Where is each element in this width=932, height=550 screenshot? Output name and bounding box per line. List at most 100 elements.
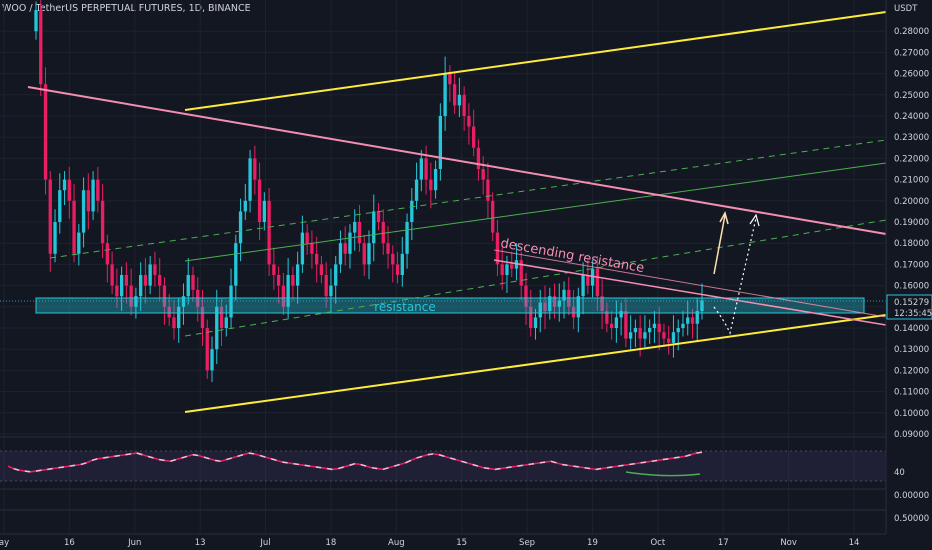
long-descending-line[interactable]: [27, 86, 887, 235]
price-axis[interactable]: USDT 0.28000 0.27000 0.26000 0.25000 0.24000…: [885, 0, 932, 550]
price-tick-label: 0.17000: [894, 260, 929, 270]
candle-body: [343, 243, 347, 254]
rsi-segment: [259, 454, 266, 458]
rsi-segment: [192, 453, 199, 457]
candle-body: [590, 268, 595, 286]
rsi-segment: [505, 466, 512, 469]
candle-body: [609, 323, 614, 328]
candle-body: [681, 323, 685, 328]
rsi-segment: [382, 466, 389, 471]
time-axis[interactable]: ay 16 Jun 13 Jul 18 Aug 15 Sep 19 Oct 17 Nov 14: [0, 538, 859, 548]
price-tick-label: 0.24000: [894, 112, 929, 122]
candle-body: [234, 243, 238, 286]
candle-body: [138, 275, 143, 297]
rsi-segment: [545, 460, 552, 463]
candle-body: [362, 243, 366, 265]
candle-body: [348, 232, 352, 254]
rsi-indicator-pane[interactable]: [0, 436, 886, 482]
candle-body: [177, 306, 181, 328]
candle-body: [281, 285, 286, 307]
descending-resistance-line[interactable]: [493, 259, 887, 326]
channel-upper-line[interactable]: [184, 11, 887, 111]
rsi-segment: [466, 462, 473, 466]
time-tick-label: Jun: [127, 538, 141, 548]
candle-body: [595, 268, 600, 297]
descending-resistance-line-2[interactable]: [493, 249, 887, 318]
rsi-segment: [209, 458, 216, 462]
candle-body: [257, 179, 262, 222]
candle-body: [162, 285, 167, 307]
rsi-segment: [673, 456, 680, 459]
last-price-tag: [886, 294, 932, 320]
rsi-segment: [584, 466, 591, 470]
rsi-segment: [175, 457, 182, 461]
rsi-segment: [231, 455, 238, 459]
rsi-segment: [679, 455, 686, 458]
price-tick-label: 0.20000: [894, 197, 929, 207]
rsi-segment: [186, 453, 193, 458]
rsi-segment: [444, 455, 451, 459]
candle-body: [648, 328, 652, 333]
candle-body: [67, 179, 71, 201]
rsi-segment: [500, 466, 507, 470]
price-tick-label: 0.23000: [894, 133, 929, 143]
candle-body: [576, 296, 580, 318]
projection-arrow-dotted[interactable]: [713, 213, 760, 335]
rsi-segment: [86, 459, 93, 464]
candle-body: [586, 275, 590, 286]
rsi-segment: [489, 467, 496, 471]
rsi-segment: [696, 451, 703, 454]
rsi-segment: [539, 461, 546, 464]
candle-body: [81, 190, 86, 233]
candle-body: [262, 200, 267, 222]
up-arrow-solid[interactable]: [713, 211, 729, 275]
rsi-segment: [617, 464, 624, 467]
candle-body: [53, 222, 57, 254]
price-tick-label: 0.22000: [894, 154, 929, 164]
candle-body: [381, 222, 385, 244]
candle-body: [167, 306, 171, 318]
rsi-segment: [226, 457, 233, 461]
rsi-segment: [606, 466, 613, 469]
rsi-segment: [421, 453, 428, 458]
rsi-tick-40: 40: [894, 468, 905, 478]
rsi-segment: [645, 460, 652, 463]
candle-body: [495, 232, 500, 265]
rsi-segment: [393, 463, 400, 467]
rsi-segment: [483, 466, 490, 470]
time-tick-label: 19: [587, 538, 598, 548]
candle-body: [628, 332, 633, 339]
candle-body: [438, 116, 443, 169]
candle-body: [229, 285, 233, 318]
rsi-segment: [578, 466, 585, 469]
rsi-segment: [651, 459, 658, 463]
candle-body: [410, 200, 414, 222]
candle-body: [571, 306, 576, 318]
chart-drawings[interactable]: resistance descending resistance: [0, 11, 887, 413]
rsi-segment: [114, 454, 121, 458]
rsi-segment: [472, 463, 479, 467]
resistance-zone[interactable]: [35, 297, 865, 314]
rsi-segment: [461, 460, 468, 464]
candle-body: [462, 94, 466, 116]
candle-body: [91, 179, 95, 212]
candle-body: [48, 179, 52, 254]
candle-body: [467, 116, 471, 127]
candle-body: [153, 264, 157, 275]
candle-body: [324, 275, 328, 297]
channel-mid-line[interactable]: [184, 162, 887, 262]
channel-dashed-lower[interactable]: [184, 219, 887, 337]
candle-body: [414, 179, 419, 201]
candle-body: [633, 328, 638, 333]
rsi-segment: [427, 453, 434, 456]
time-tick-label: Sep: [519, 538, 535, 548]
price-tick-label: 0.18000: [894, 239, 929, 249]
rsi-segment: [24, 470, 31, 473]
channel-dashed-upper[interactable]: [49, 139, 887, 259]
rsi-segment: [265, 456, 272, 460]
candle-body: [357, 222, 362, 244]
candle-body: [372, 211, 376, 244]
channel-lower-line[interactable]: [184, 314, 887, 413]
rsi-segment: [270, 458, 277, 462]
